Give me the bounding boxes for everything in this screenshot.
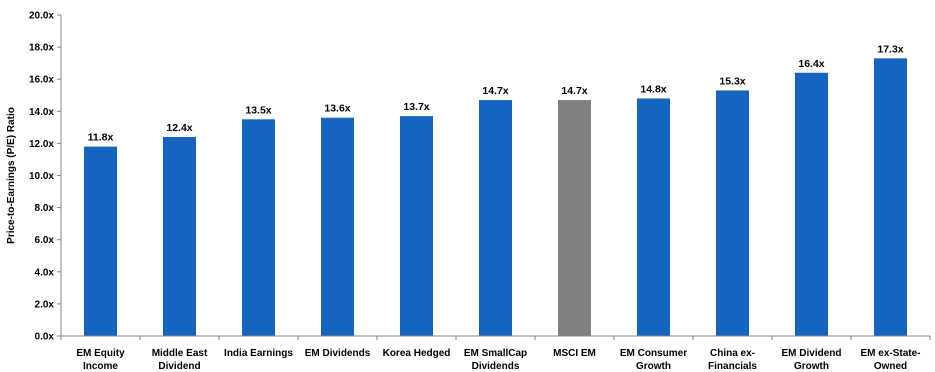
bar: [716, 90, 749, 336]
y-tick-label: 16.0x: [29, 75, 54, 86]
bar: [874, 58, 907, 337]
data-label: 16.4x: [798, 58, 824, 70]
category-label: EM Consumer Growth: [620, 348, 687, 372]
y-tick-label: 2.0x: [35, 299, 55, 310]
category-label-line: Middle East: [152, 348, 208, 359]
category-label: MSCI EM: [553, 348, 596, 359]
bar: [558, 100, 591, 336]
bar: [795, 72, 828, 336]
bar: [637, 98, 670, 337]
y-tick-label: 20.0x: [29, 11, 54, 22]
category-label-line: Financials: [708, 361, 757, 372]
data-label: 13.6x: [324, 103, 350, 115]
y-axis-ticks: 0.0x 2.0x 4.0x 6.0x 8.0x 10.0x 12.0x 14.0x 16.0x…: [29, 11, 931, 343]
data-label: 11.8x: [88, 132, 114, 144]
data-label: 12.4x: [166, 122, 192, 134]
category-label-line: Growth: [794, 361, 829, 372]
y-tick-label: 4.0x: [35, 267, 55, 278]
category-label: EM SmallCap Dividends: [464, 348, 527, 372]
x-axis-labels: EM Equity Income Middle East Dividend India …: [76, 348, 920, 372]
category-label: EM ex-State- Owned: [860, 348, 920, 372]
category-label-line: EM Dividends: [305, 348, 371, 359]
y-axis-title: Price-to-Earnings (P/E) Ratio: [6, 107, 17, 244]
category-label: EM Dividend Growth: [781, 348, 841, 372]
category-label-line: India Earnings: [224, 348, 293, 359]
category-label-line: Dividend: [158, 361, 200, 372]
category-label: EM Dividends: [305, 348, 371, 359]
category-label: Korea Hedged: [383, 348, 451, 359]
bar: [242, 119, 275, 336]
category-label-line: Income: [83, 361, 118, 372]
category-label: India Earnings: [224, 348, 293, 359]
category-label-line: Growth: [636, 361, 671, 372]
y-tick-label: 0.0x: [35, 332, 55, 343]
category-label: China ex- Financials: [708, 348, 757, 372]
data-label: 15.3x: [719, 75, 745, 87]
category-label: Middle East Dividend: [152, 348, 208, 372]
bar: [163, 136, 196, 336]
category-label-line: China ex-: [710, 348, 755, 359]
data-label: 14.8x: [640, 83, 666, 95]
y-tick-label: 12.0x: [29, 139, 54, 150]
bars: [84, 58, 907, 337]
category-label-line: Korea Hedged: [383, 348, 451, 359]
data-label: 13.7x: [403, 101, 429, 113]
data-label: 13.5x: [245, 104, 271, 116]
category-label: EM Equity Income: [76, 348, 125, 372]
bar: [400, 116, 433, 337]
category-label-line: EM Consumer: [620, 348, 687, 359]
category-label-line: EM Dividend: [781, 348, 841, 359]
y-tick-label: 14.0x: [29, 107, 54, 118]
bar: [84, 146, 117, 336]
category-label-line: EM SmallCap: [464, 348, 527, 359]
data-label: 17.3x: [877, 43, 903, 55]
data-label: 14.7x: [561, 85, 587, 97]
category-label-line: EM ex-State-: [860, 348, 920, 359]
y-tick-label: 10.0x: [29, 171, 54, 182]
y-tick-label: 8.0x: [35, 203, 55, 214]
category-label-line: MSCI EM: [553, 348, 596, 359]
y-tick-label: 18.0x: [29, 43, 54, 54]
category-label-line: Owned: [874, 361, 907, 372]
data-label: 14.7x: [482, 85, 508, 97]
data-labels: 11.8x 12.4x 13.5x 13.6x 13.7x 14.7x 14.7x 14.8x…: [88, 43, 904, 143]
category-label-line: EM Equity: [76, 348, 125, 359]
y-tick-label: 6.0x: [35, 235, 55, 246]
category-label-line: Dividends: [472, 361, 520, 372]
bar: [479, 100, 512, 336]
bar: [321, 117, 354, 336]
